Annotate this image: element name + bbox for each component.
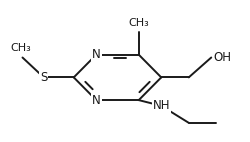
- Text: N: N: [92, 48, 100, 61]
- Text: CH₃: CH₃: [11, 43, 32, 53]
- Text: CH₃: CH₃: [128, 18, 149, 28]
- Text: NH: NH: [152, 99, 170, 112]
- Text: N: N: [92, 94, 100, 107]
- Text: OH: OH: [214, 51, 232, 64]
- Text: S: S: [40, 71, 48, 84]
